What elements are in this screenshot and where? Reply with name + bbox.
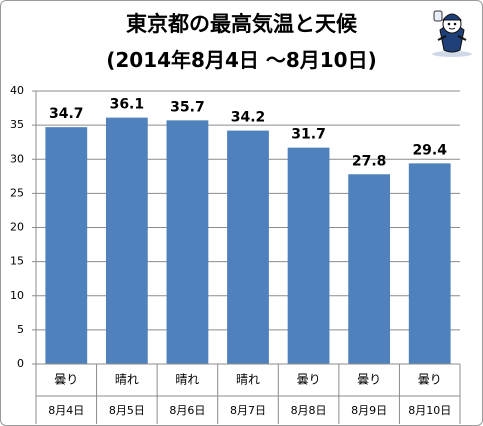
x-tick-label: 8月6日 [169, 404, 205, 417]
data-label: 36.1 [110, 97, 145, 113]
bar [287, 147, 330, 364]
y-tick-label: 30 [10, 152, 24, 165]
weather-label: 曇り [357, 373, 381, 387]
data-label: 35.7 [170, 99, 205, 115]
bar [408, 163, 451, 364]
y-tick-label: 15 [10, 255, 24, 268]
x-tick-label: 8月5日 [109, 404, 145, 417]
weather-label: 晴れ [115, 373, 139, 387]
bar [105, 117, 148, 365]
weather-label: 晴れ [236, 373, 260, 387]
chart-subtitle: (2014年8月4日 〜8月10日) [106, 48, 377, 72]
y-tick-label: 40 [10, 84, 24, 97]
x-tick-label: 8月8日 [291, 404, 327, 417]
weather-label: 曇り [418, 373, 442, 387]
bar [45, 127, 88, 364]
data-label: 27.8 [352, 153, 387, 169]
chart-title: 東京都の最高気温と天候 [126, 12, 357, 36]
y-tick-label: 5 [17, 323, 24, 336]
y-tick-label: 25 [10, 186, 24, 199]
mascot-logo [432, 10, 472, 57]
data-label: 34.2 [231, 110, 266, 126]
data-label: 34.7 [49, 106, 84, 122]
weather-label: 晴れ [175, 373, 199, 387]
y-tick-label: 35 [10, 118, 24, 131]
data-label: 29.4 [412, 142, 447, 158]
x-tick-label: 8月4日 [48, 404, 84, 417]
y-tick-label: 0 [17, 357, 24, 370]
y-tick-label: 10 [10, 289, 24, 302]
bar [227, 130, 269, 364]
bar [166, 120, 209, 364]
bar [348, 174, 391, 364]
x-tick-label: 8月9日 [351, 404, 387, 417]
weather-label: 曇り [54, 373, 78, 387]
weather-label: 曇り [297, 373, 321, 387]
data-label: 31.7 [291, 127, 326, 143]
x-tick-label: 8月7日 [230, 404, 266, 417]
y-tick-label: 20 [10, 221, 24, 234]
x-tick-label: 8月10日 [408, 404, 451, 417]
